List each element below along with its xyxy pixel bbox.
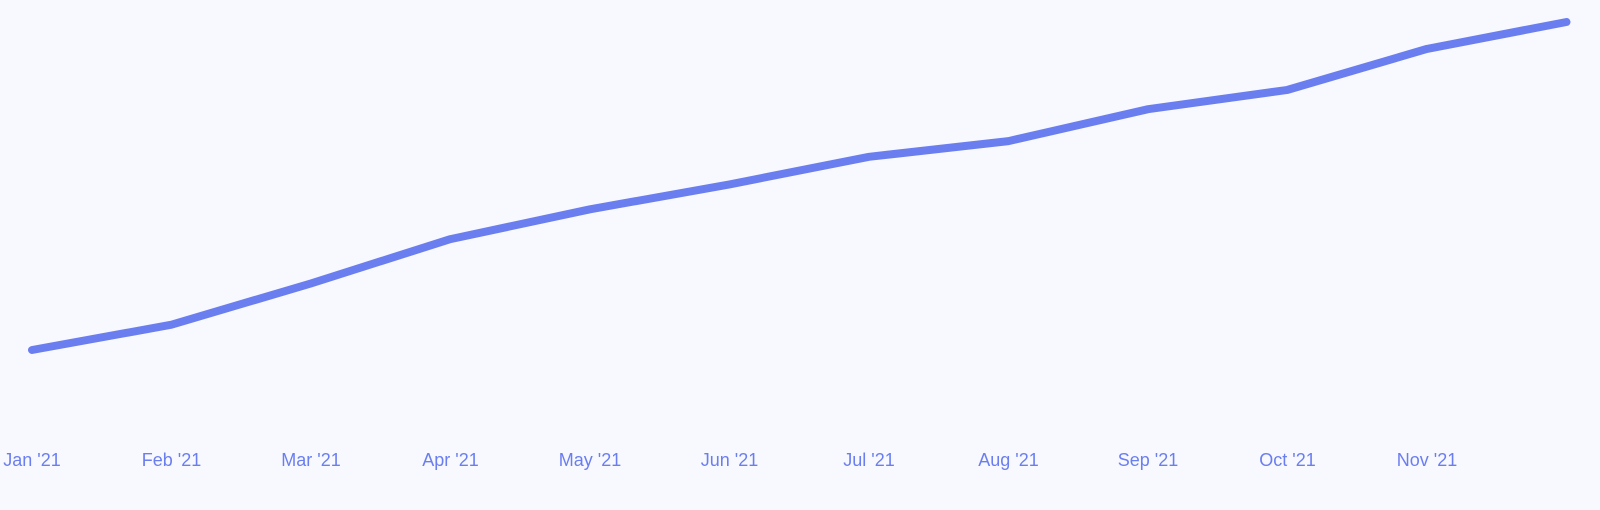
x-tick-label: Mar '21 bbox=[281, 450, 340, 470]
x-tick-label: Aug '21 bbox=[978, 450, 1039, 470]
x-tick-label: Apr '21 bbox=[422, 450, 478, 470]
x-tick-label: Oct '21 bbox=[1259, 450, 1315, 470]
series-line bbox=[28, 18, 1571, 354]
x-tick-label: Jan '21 bbox=[3, 450, 60, 470]
x-tick-label: Feb '21 bbox=[142, 450, 201, 470]
plot-area bbox=[28, 18, 1571, 354]
x-tick-label: May '21 bbox=[559, 450, 621, 470]
x-axis-tick-labels: Jan '21 Feb '21 Mar '21 Apr '21 May '21 Jun '… bbox=[3, 450, 1457, 470]
x-tick-label: Sep '21 bbox=[1118, 450, 1179, 470]
x-tick-label: Jul '21 bbox=[843, 450, 894, 470]
x-tick-label: Jun '21 bbox=[701, 450, 758, 470]
x-tick-label: Nov '21 bbox=[1397, 450, 1457, 470]
